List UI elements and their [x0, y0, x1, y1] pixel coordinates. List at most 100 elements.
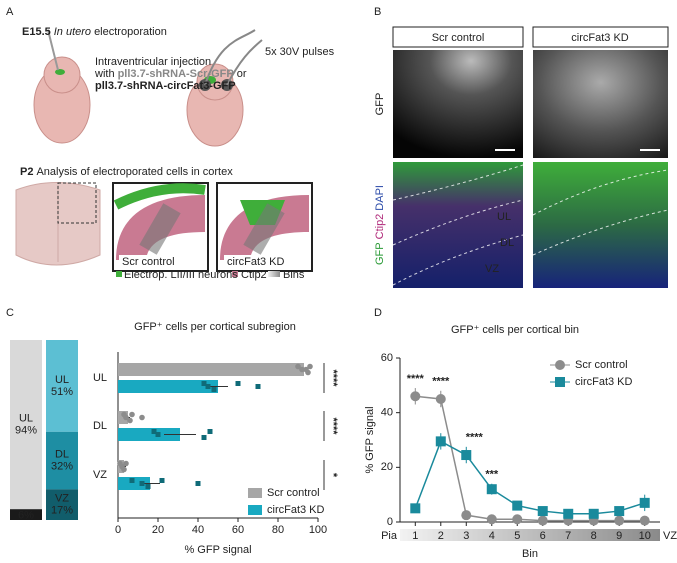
row-label: GFP Ctip2 DAPI: [374, 185, 386, 265]
legend-label: Scr control: [575, 359, 628, 371]
significance: ****: [432, 376, 450, 388]
segment-value: 51%: [51, 386, 73, 398]
row-label: GFP: [374, 93, 386, 116]
micrographs: [392, 26, 669, 288]
legend-label: circFat3 KD: [575, 376, 633, 388]
significance: ****: [407, 373, 425, 385]
data-point: [307, 363, 313, 370]
marker: [537, 506, 548, 517]
significance: ****: [327, 417, 339, 435]
row-label-part: GFP: [374, 242, 386, 265]
legend-swatch: [248, 488, 262, 498]
x-tick-label: 2: [438, 530, 444, 542]
x-end-label: Pia: [381, 530, 398, 542]
x-tick-label: 40: [192, 524, 204, 536]
significance: ****: [466, 432, 484, 444]
data-point: [151, 429, 157, 434]
data-point: [129, 478, 135, 483]
x-tick-label: 60: [232, 524, 244, 536]
data-point: [295, 363, 301, 370]
x-axis-label: % GFP signal: [184, 544, 251, 556]
marker: [461, 450, 472, 461]
segment-label: VZ: [55, 493, 69, 505]
marker: [410, 503, 421, 514]
data-point: [205, 384, 211, 389]
significance: *: [327, 473, 339, 478]
legend-swatch: [248, 505, 262, 515]
legend-label: Electrop. LII/III neurons: [124, 269, 238, 281]
category-label: VZ: [93, 469, 107, 481]
marker: [410, 391, 421, 402]
marker: [435, 394, 446, 404]
panel-letter: D: [374, 307, 382, 319]
category-label: UL: [93, 372, 107, 384]
data-point: [303, 366, 309, 373]
data-point: [123, 414, 129, 421]
x-tick-label: 6: [540, 530, 546, 542]
x-tick-label: 5: [514, 530, 520, 542]
column-header: Scr control: [432, 32, 485, 44]
legend-label: Scr control: [267, 487, 320, 499]
marker: [512, 514, 523, 525]
marker: [486, 514, 497, 525]
data-point: [127, 417, 133, 424]
data-point: [145, 484, 151, 489]
data-point: [255, 384, 261, 389]
marker: [461, 510, 472, 521]
section-heading-part: P2: [20, 166, 33, 178]
row-label-part: DAPI: [374, 185, 386, 211]
series-line: [414, 440, 645, 515]
segment-value: 94%: [15, 425, 37, 437]
column-header: circFat3 KD: [571, 32, 629, 44]
marker: [435, 436, 446, 447]
condition-label: circFat3 KD: [227, 256, 285, 268]
x-end-label: VZ: [663, 530, 677, 542]
label-box: [119, 255, 187, 269]
legend-label: Ctip2: [241, 269, 267, 281]
series-line: [415, 395, 645, 522]
marker: [614, 515, 625, 526]
marker: [537, 515, 548, 526]
data-point: [159, 478, 165, 483]
injection-text: Intraventricular injection: [95, 56, 211, 68]
composition-segment: [10, 509, 42, 520]
marker: [588, 508, 599, 519]
segment-value: 32%: [51, 461, 73, 473]
bar: [118, 380, 218, 393]
bin-gradient: [400, 529, 660, 541]
composition-segment: [46, 340, 78, 432]
significance: ****: [327, 369, 339, 387]
bar: [118, 411, 128, 424]
data-point: [139, 481, 145, 486]
x-axis-label: Bin: [522, 548, 538, 560]
segment-label: UL: [19, 413, 33, 425]
composition-segment: [46, 489, 78, 520]
legend-label: circFat3 KD: [267, 504, 325, 516]
composition-segment: [10, 340, 42, 510]
y-axis-label: % GFP signal: [364, 406, 376, 473]
x-tick-label: 9: [616, 530, 622, 542]
section-heading-part: Analysis of electroporated cells in cort…: [36, 166, 233, 178]
y-tick-label: 40: [381, 407, 393, 419]
data-point: [299, 366, 305, 373]
row-label-part: Ctip2: [374, 214, 386, 240]
data-point: [155, 432, 161, 437]
panel-letter: C: [6, 307, 14, 319]
y-tick-label: 0: [387, 516, 393, 528]
data-point: [201, 435, 207, 440]
chart-title: GFP⁺ cells per cortical subregion: [134, 321, 296, 333]
condition-label: Scr control: [122, 256, 175, 268]
data-point: [139, 414, 145, 421]
marker: [563, 508, 574, 519]
marker: [486, 484, 497, 495]
injection-text-part: or: [237, 68, 247, 80]
data-point: [235, 381, 241, 386]
section-heading-part: E15.5: [22, 26, 51, 38]
bar: [118, 363, 304, 376]
illustration: [15, 29, 313, 277]
section-heading: P2 Analysis of electroporated cells in co…: [20, 166, 233, 178]
legend-label: Bins: [283, 269, 305, 281]
pulses-text: 5x 30V pulses: [265, 46, 335, 58]
layer-label: UL: [497, 211, 511, 223]
